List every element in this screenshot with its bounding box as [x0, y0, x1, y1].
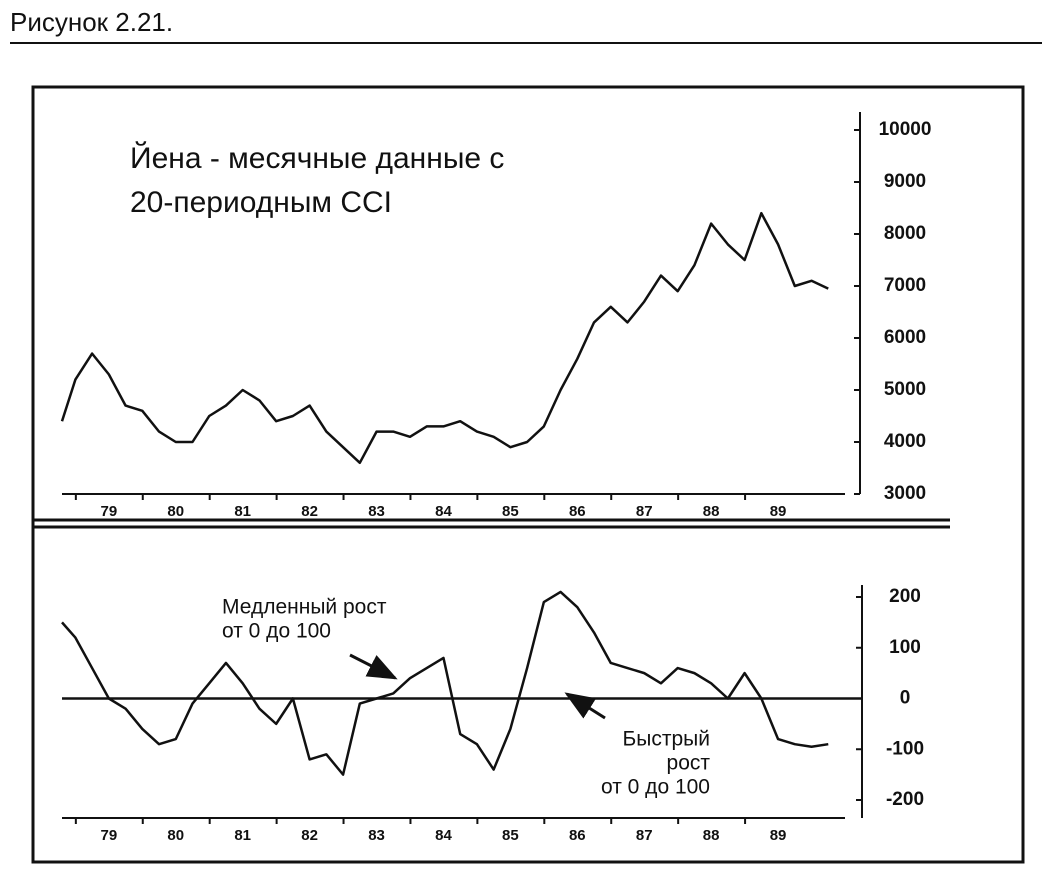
y-tick-label: 200 [889, 586, 921, 607]
annotation: Медленный рост [222, 596, 387, 619]
y-tick-label: -100 [886, 738, 924, 759]
y-tick-label: 3000 [884, 483, 926, 504]
x-tick-label: 85 [502, 827, 519, 844]
x-tick-label: 87 [636, 503, 653, 520]
x-tick-label: 84 [435, 827, 452, 844]
y-tick-label: 0 [900, 688, 911, 709]
frame [31, 85, 1025, 864]
x-tick-label: 82 [301, 827, 318, 844]
x-tick-label: 79 [101, 503, 118, 520]
annotation: от 0 до 100 [601, 776, 710, 799]
x-tick-label: 81 [234, 827, 251, 844]
x-tick-label: 86 [569, 503, 586, 520]
x-tick-label: 83 [368, 827, 385, 844]
x-tick-label: 88 [703, 827, 720, 844]
x-tick-label: 80 [167, 503, 184, 520]
annotation: Быстрый [623, 728, 711, 751]
y-tick-label: 5000 [884, 379, 926, 400]
annotation-arrow [349, 653, 398, 680]
x-tick-label: 88 [703, 503, 720, 520]
x-tick-label: 87 [636, 827, 653, 844]
x-tick-label: 86 [569, 827, 586, 844]
x-tick-label: 89 [770, 827, 787, 844]
x-tick-label: 84 [435, 503, 452, 520]
x-tick-label: 81 [234, 503, 251, 520]
y-tick-label: 6000 [884, 327, 926, 348]
x-tick-label: 85 [502, 503, 519, 520]
chart-title: 20-периодным CCI [130, 186, 392, 219]
y-tick-label: 8000 [884, 223, 926, 244]
y-tick-label: 10000 [879, 119, 932, 140]
y-tick-label: 100 [889, 637, 921, 658]
x-tick-label: 80 [167, 827, 184, 844]
annotation: рост [667, 752, 711, 775]
x-tick-label: 89 [770, 503, 787, 520]
chart-title: Йена - месячные данные с [130, 141, 504, 175]
data-line [60, 211, 829, 465]
x-tick-label: 82 [301, 503, 318, 520]
data-line [61, 590, 829, 776]
y-tick-label: 4000 [884, 431, 926, 452]
y-tick-label: 7000 [884, 275, 926, 296]
x-tick-label: 79 [101, 827, 118, 844]
y-tick-label: -200 [886, 789, 924, 810]
y-tick-label: 9000 [884, 171, 926, 192]
x-tick-label: 83 [368, 503, 385, 520]
figure-caption: Рисунок 2.21. [10, 7, 173, 37]
annotation: от 0 до 100 [222, 620, 331, 643]
